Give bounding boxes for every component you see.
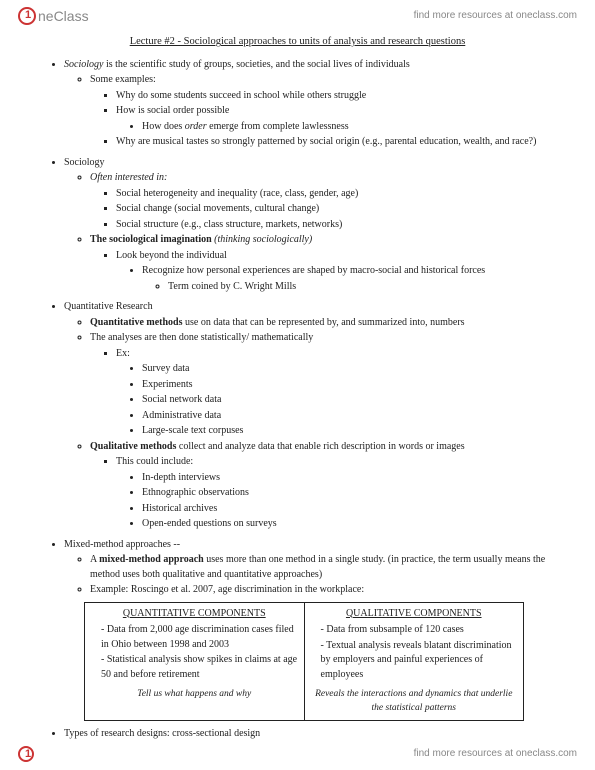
column-header: QUANTITATIVE COMPONENTS <box>91 607 298 622</box>
text: How is social order possible <box>116 105 229 116</box>
page-header: neClass find more resources at oneclass.… <box>0 0 595 30</box>
look-beyond: Look beyond the individual Recognize how… <box>116 249 553 295</box>
qual-item: Open-ended questions on surveys <box>142 517 553 532</box>
column-header: QUALITATIVE COMPONENTS <box>311 607 518 622</box>
em-text: Often interested in: <box>90 172 167 183</box>
term-coined: Term coined by C. Wright Mills <box>168 280 553 295</box>
qualitative-column: QUALITATIVE COMPONENTS Data from subsamp… <box>305 603 524 720</box>
data-type: Administrative data <box>142 409 553 424</box>
section-sociology-def: Sociology is the scientific study of gro… <box>64 58 553 150</box>
section-quantitative: Quantitative Research Quantitative metho… <box>64 300 553 532</box>
data-type: Experiments <box>142 378 553 393</box>
bold-text: Qualitative methods <box>90 441 176 452</box>
ex-label: Ex: Survey data Experiments Social netwo… <box>116 347 553 439</box>
often-interested: Often interested in: Social heterogeneit… <box>90 171 553 232</box>
examples-label: Some examples: Why do some students succ… <box>90 73 553 150</box>
components-table: QUANTITATIVE COMPONENTS Data from 2,000 … <box>84 602 524 721</box>
sociological-imagination: The sociological imagination (thinking s… <box>90 233 553 294</box>
brand-name: neClass <box>38 6 89 26</box>
recognize-item: Recognize how personal experiences are s… <box>142 264 553 294</box>
bold-text: Quantitative methods <box>90 317 183 328</box>
def-text: is the scientific study of groups, socie… <box>103 59 409 70</box>
term-sociology: Sociology <box>64 59 103 70</box>
text: collect and analyze data that enable ric… <box>176 441 464 452</box>
footer-tagline: find more resources at oneclass.com <box>414 747 577 762</box>
sub-example: How does order emerge from complete lawl… <box>142 120 553 135</box>
qual-item: In-depth interviews <box>142 471 553 486</box>
outline-continued: Types of research designs: cross-section… <box>42 727 553 742</box>
section-sociology: Sociology Often interested in: Social he… <box>64 156 553 295</box>
data-type: Social network data <box>142 393 553 408</box>
interest-item: Social structure (e.g., class structure,… <box>116 218 553 233</box>
text: A <box>90 554 99 565</box>
data-type: Large-scale text corpuses <box>142 424 553 439</box>
text: How does <box>142 121 185 132</box>
could-include: This could include: In-depth interviews … <box>116 455 553 532</box>
qual-methods: Qualitative methods collect and analyze … <box>90 440 553 532</box>
brand-logo-icon <box>18 746 34 762</box>
table-row: Data from 2,000 age discrimination cases… <box>101 623 298 652</box>
em-text: order <box>185 121 207 132</box>
page-footer: find more resources at oneclass.com <box>0 746 595 762</box>
table-row: Statistical analysis show spikes in clai… <box>101 653 298 682</box>
interest-item: Social heterogeneity and inequality (rac… <box>116 187 553 202</box>
text: use on data that can be represented by, … <box>183 317 465 328</box>
column-footer: Reveals the interactions and dynamics th… <box>311 688 518 716</box>
text: emerge from complete lawlessness <box>207 121 349 132</box>
example-item: How is social order possible How does or… <box>116 104 553 134</box>
outline-root: Sociology is the scientific study of gro… <box>42 58 553 598</box>
section-research-designs: Types of research designs: cross-section… <box>64 727 553 742</box>
lecture-title: Lecture #2 - Sociological approaches to … <box>42 34 553 49</box>
header-tagline: find more resources at oneclass.com <box>414 9 577 24</box>
table-row: Data from subsample of 120 cases <box>321 623 518 638</box>
mixed-method-def: A mixed-method approach uses more than o… <box>90 553 553 582</box>
example-item: Why are musical tastes so strongly patte… <box>116 135 553 150</box>
qual-item: Historical archives <box>142 502 553 517</box>
analyses-stat: The analyses are then done statistically… <box>90 331 553 439</box>
bold-text: The sociological imagination <box>90 234 212 245</box>
section-mixed-method: Mixed-method approaches -- A mixed-metho… <box>64 538 553 598</box>
em-text: (thinking sociologically) <box>212 234 313 245</box>
data-type: Survey data <box>142 362 553 377</box>
mixed-example: Example: Roscingo et al. 2007, age discr… <box>90 583 553 598</box>
column-footer: Tell us what happens and why <box>91 688 298 702</box>
quantitative-column: QUANTITATIVE COMPONENTS Data from 2,000 … <box>85 603 305 720</box>
document-body: Lecture #2 - Sociological approaches to … <box>0 30 595 741</box>
bold-text: mixed-method approach <box>99 554 204 565</box>
interest-item: Social change (social movements, cultura… <box>116 202 553 217</box>
brand-logo-icon <box>18 7 36 25</box>
qual-item: Ethnographic observations <box>142 486 553 501</box>
example-item: Why do some students succeed in school w… <box>116 89 553 104</box>
quant-methods: Quantitative methods use on data that ca… <box>90 316 553 331</box>
table-row: Textual analysis reveals blatant discrim… <box>321 639 518 683</box>
